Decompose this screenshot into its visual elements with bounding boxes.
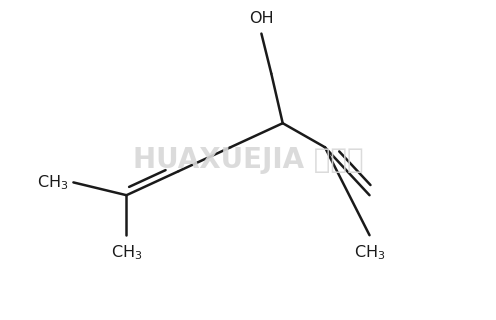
Text: OH: OH bbox=[249, 11, 274, 26]
Text: HUAXUEJIA 化学加: HUAXUEJIA 化学加 bbox=[133, 146, 363, 174]
Text: CH$_3$: CH$_3$ bbox=[111, 243, 142, 262]
Text: CH$_3$: CH$_3$ bbox=[354, 243, 385, 262]
Text: CH$_3$: CH$_3$ bbox=[37, 173, 68, 192]
